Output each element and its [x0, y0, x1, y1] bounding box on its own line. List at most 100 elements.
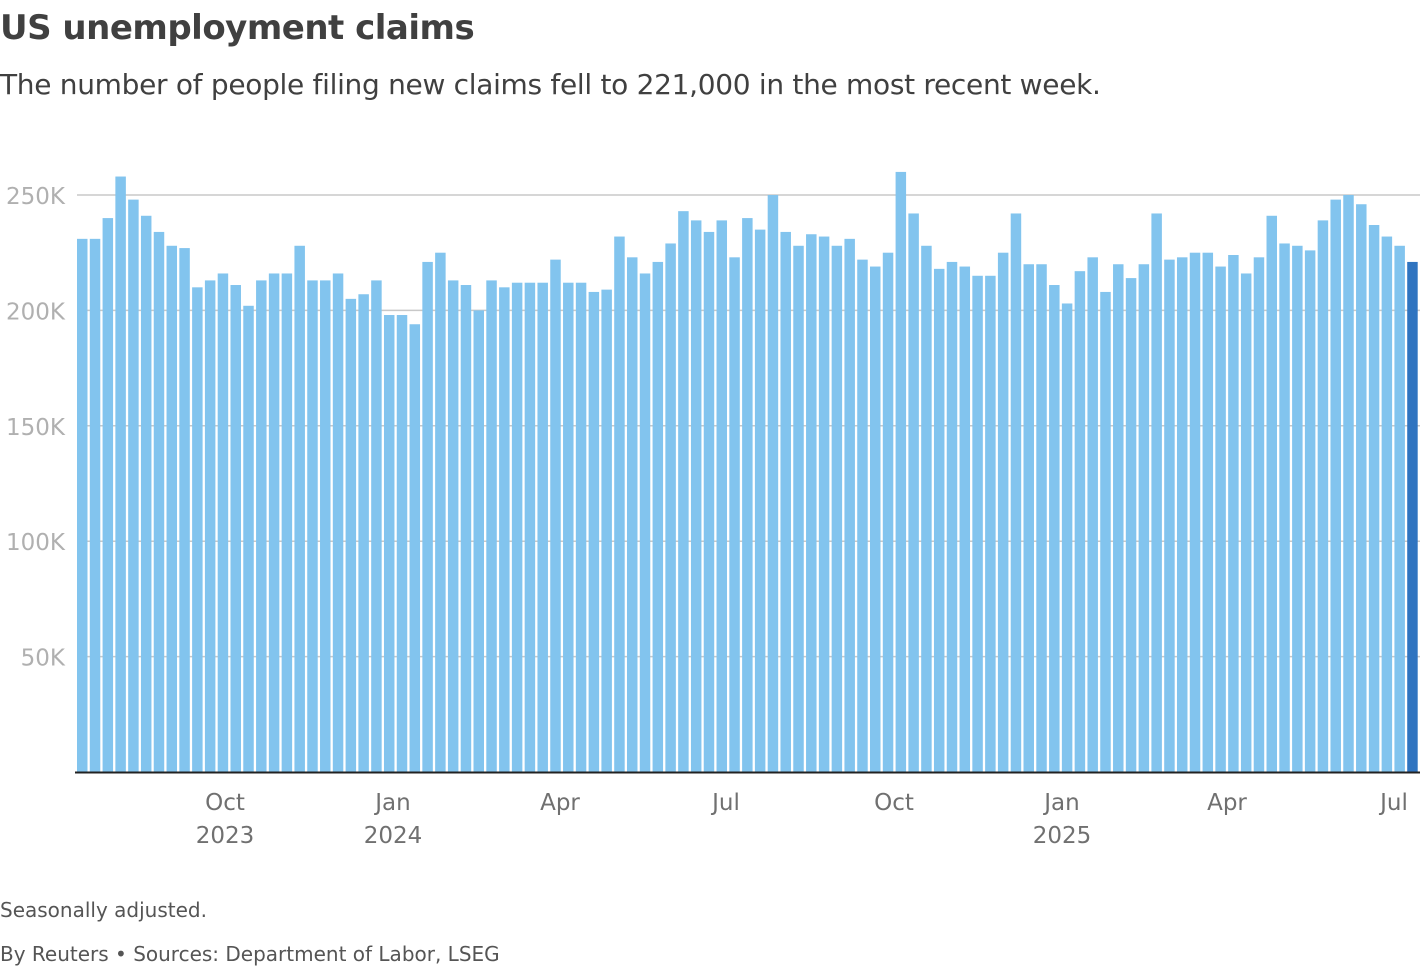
bar	[857, 259, 868, 772]
bar	[1202, 252, 1214, 772]
bar	[1304, 250, 1316, 773]
bar	[1049, 285, 1060, 772]
bar	[447, 280, 459, 772]
bar	[1036, 264, 1047, 772]
bar	[115, 176, 126, 772]
bar	[946, 261, 958, 772]
bar	[332, 273, 344, 772]
bar	[729, 257, 740, 772]
x-tick-label: Oct	[205, 790, 245, 816]
bar	[409, 324, 421, 772]
bar	[1356, 204, 1367, 772]
bar	[601, 289, 612, 772]
bar	[895, 171, 907, 773]
bar	[678, 211, 689, 772]
bar	[358, 294, 369, 772]
bar	[524, 282, 536, 772]
chart-note: Seasonally adjusted.	[0, 898, 207, 922]
bar	[1074, 271, 1086, 772]
bar	[997, 252, 1009, 772]
bar	[1087, 257, 1098, 772]
bar	[537, 282, 548, 772]
bar	[166, 245, 178, 772]
bar	[268, 273, 280, 772]
bar	[1292, 245, 1303, 772]
bar	[1215, 266, 1226, 772]
bar	[89, 238, 101, 772]
bar	[1407, 261, 1418, 772]
y-tick-label: 50K	[21, 646, 66, 672]
bar	[204, 280, 216, 772]
bar	[320, 280, 331, 772]
bar	[908, 213, 919, 772]
bar	[1228, 255, 1239, 772]
bar	[1164, 259, 1175, 772]
x-tick-label: Jan	[373, 790, 410, 816]
y-tick-label: 100K	[6, 530, 66, 556]
bar	[422, 261, 433, 772]
bar	[140, 215, 152, 773]
bar	[1381, 236, 1393, 772]
bar	[652, 261, 664, 772]
bar	[294, 245, 305, 772]
bar	[870, 266, 881, 772]
bar	[767, 195, 779, 772]
bar	[1343, 195, 1354, 772]
x-tick-year: 2023	[196, 823, 255, 849]
bar	[575, 282, 587, 772]
x-tick-label: Jan	[1042, 790, 1079, 816]
bar	[1010, 213, 1022, 772]
bar	[307, 280, 318, 772]
bar	[1125, 278, 1137, 772]
y-tick-label: 150K	[6, 415, 66, 441]
bar	[959, 266, 971, 772]
bar	[1189, 252, 1201, 772]
bar	[793, 245, 804, 772]
bar	[1176, 257, 1188, 772]
bar	[1240, 273, 1252, 772]
bar	[435, 252, 446, 772]
bar	[371, 280, 382, 772]
bar	[396, 315, 408, 772]
bar	[780, 231, 791, 773]
x-tick-label: Apr	[1207, 790, 1247, 816]
bar	[102, 218, 114, 772]
chart-source: By Reuters • Sources: Department of Labo…	[0, 942, 500, 966]
x-tick-year: 2024	[364, 823, 423, 849]
bar	[1151, 213, 1162, 772]
bar	[831, 245, 843, 772]
bar	[1266, 215, 1278, 773]
bar-chart: 50K 100K 150K 200K 250K Oct 2023 Jan 2024 Apr Jul O…	[6, 171, 1420, 849]
bar	[128, 199, 139, 773]
bar	[703, 231, 715, 773]
bar	[511, 282, 523, 772]
bar	[499, 287, 510, 772]
bar	[153, 231, 165, 773]
bar	[1100, 291, 1111, 772]
x-tick-year: 2025	[1033, 823, 1092, 849]
bar	[716, 220, 728, 772]
bar	[1330, 199, 1341, 773]
bar	[473, 310, 484, 772]
x-tick-label: Apr	[540, 790, 580, 816]
bar	[588, 291, 600, 772]
bar	[486, 280, 497, 772]
bar	[345, 298, 357, 772]
bar	[179, 248, 190, 773]
bar	[1279, 243, 1290, 772]
y-tick-label: 200K	[6, 299, 66, 325]
bar	[639, 273, 651, 772]
bar	[383, 315, 395, 772]
bar	[1368, 225, 1380, 772]
x-tick-label: Jul	[710, 790, 740, 816]
chart-subtitle: The number of people filing new claims f…	[0, 68, 1101, 101]
bar	[806, 234, 817, 773]
bar	[754, 229, 766, 772]
bar	[230, 285, 241, 772]
chart-title: US unemployment claims	[0, 8, 475, 48]
bar	[742, 218, 753, 772]
bar	[1317, 220, 1329, 772]
bar	[77, 238, 88, 772]
bar	[614, 236, 625, 772]
bar	[563, 282, 574, 772]
